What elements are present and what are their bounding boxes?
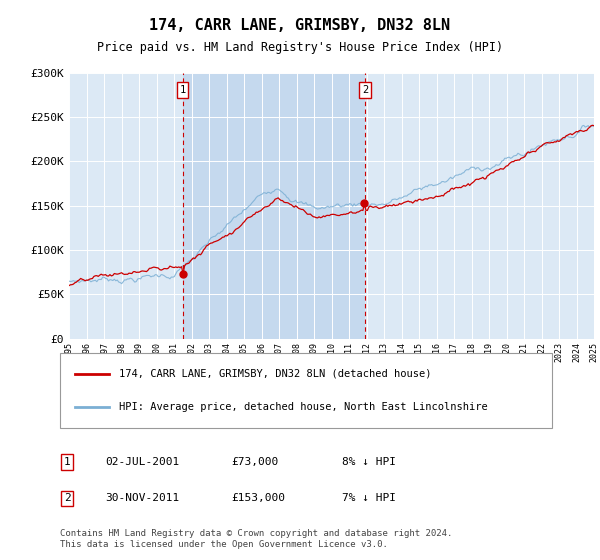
Text: 7% ↓ HPI: 7% ↓ HPI [342, 493, 396, 503]
Text: 30-NOV-2011: 30-NOV-2011 [105, 493, 179, 503]
Text: 1: 1 [179, 85, 186, 95]
Text: HPI: Average price, detached house, North East Lincolnshire: HPI: Average price, detached house, Nort… [119, 402, 488, 412]
Text: 174, CARR LANE, GRIMSBY, DN32 8LN (detached house): 174, CARR LANE, GRIMSBY, DN32 8LN (detac… [119, 369, 431, 379]
Text: 1: 1 [64, 457, 71, 467]
Text: Price paid vs. HM Land Registry's House Price Index (HPI): Price paid vs. HM Land Registry's House … [97, 41, 503, 54]
Text: 174, CARR LANE, GRIMSBY, DN32 8LN: 174, CARR LANE, GRIMSBY, DN32 8LN [149, 18, 451, 32]
Text: 2: 2 [362, 85, 368, 95]
FancyBboxPatch shape [60, 353, 552, 428]
Text: £153,000: £153,000 [231, 493, 285, 503]
Text: 8% ↓ HPI: 8% ↓ HPI [342, 457, 396, 467]
Text: 02-JUL-2001: 02-JUL-2001 [105, 457, 179, 467]
Text: Contains HM Land Registry data © Crown copyright and database right 2024.
This d: Contains HM Land Registry data © Crown c… [60, 529, 452, 549]
Text: 2: 2 [64, 493, 71, 503]
Text: £73,000: £73,000 [231, 457, 278, 467]
Bar [183, 73, 365, 339]
